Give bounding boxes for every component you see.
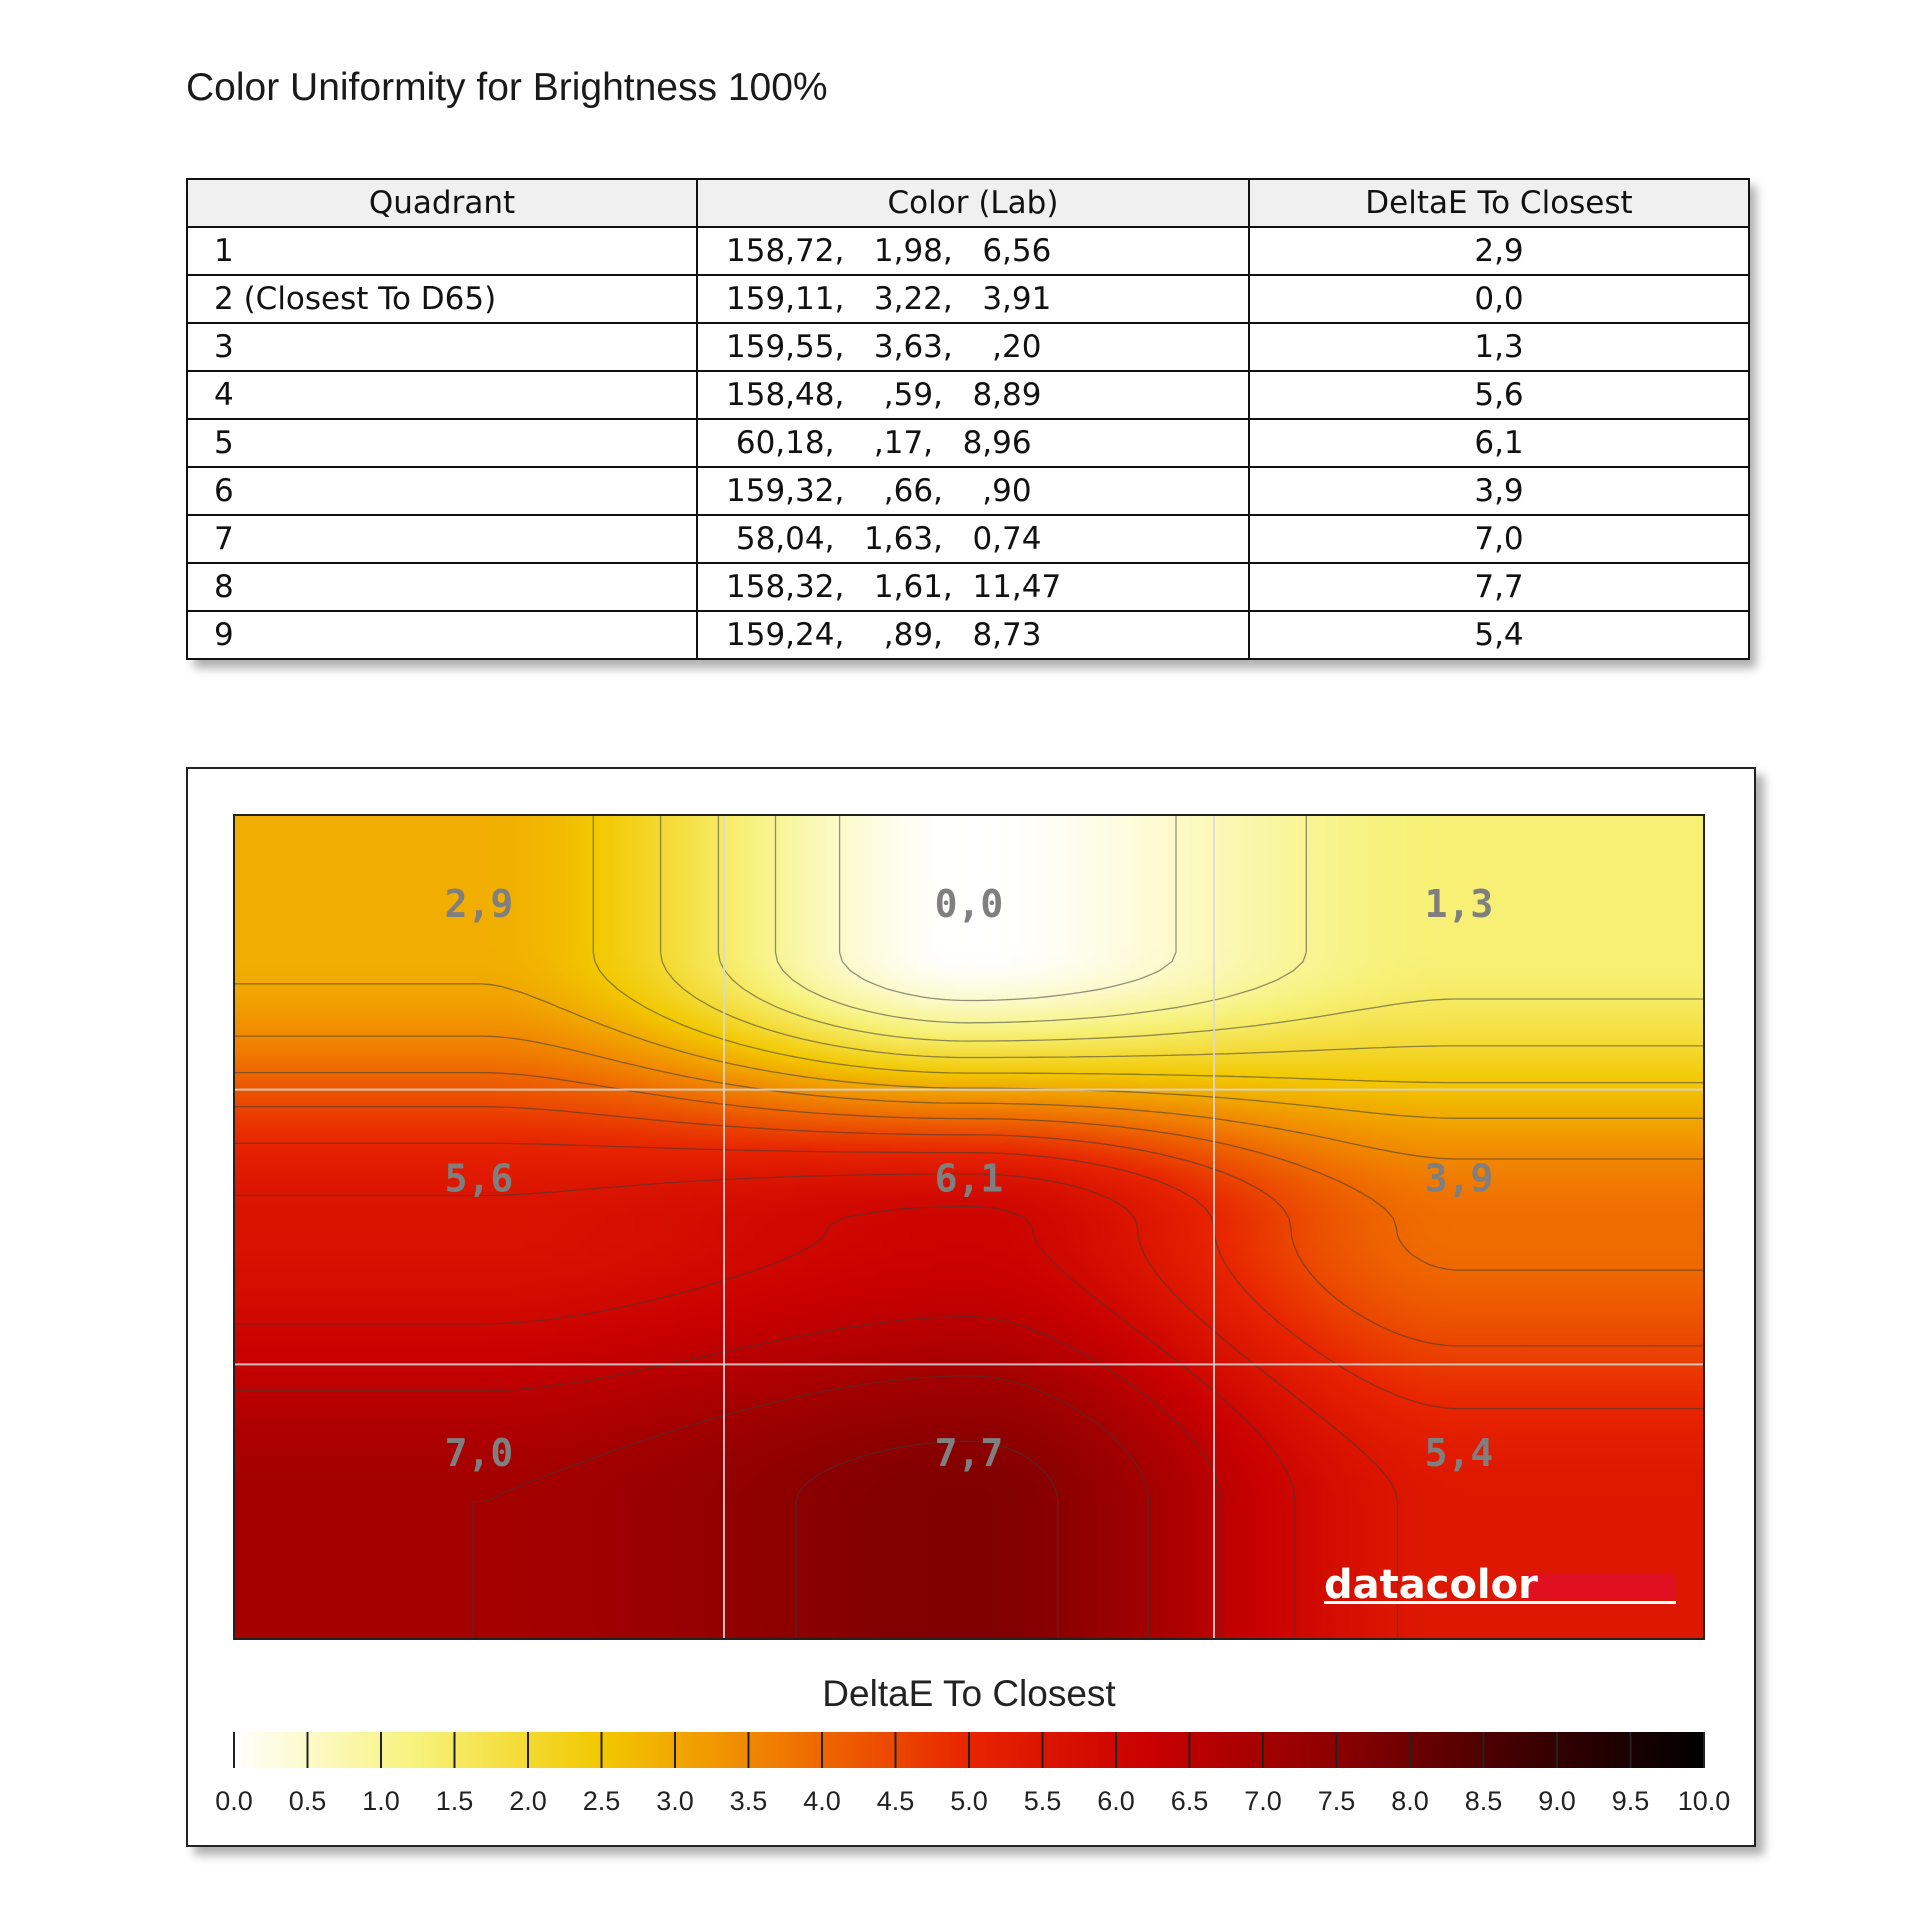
colorbar-tick-label: 1.0 (362, 1786, 400, 1816)
deltae-cell: 7,7 (1248, 562, 1750, 612)
deltae-cell: 2,9 (1248, 226, 1750, 276)
quadrant-cell: 8 (186, 562, 698, 612)
color-lab-cell: 58,04, 1,63, 0,74 (696, 514, 1250, 564)
colorbar-tick-label: 6.5 (1171, 1786, 1209, 1816)
color-lab-cell: 60,18, ,17, 8,96 (696, 418, 1250, 468)
quadrant-cell: 6 (186, 466, 698, 516)
heatmap-frame (233, 814, 1705, 1640)
color-lab-cell: 159,11, 3,22, 3,91 (696, 274, 1250, 324)
quadrant-cell: 1 (186, 226, 698, 276)
colorbar-tick-label: 6.0 (1097, 1786, 1135, 1816)
colorbar-tick-label: 1.5 (436, 1786, 474, 1816)
contour-level (592, 815, 1704, 1084)
quadrant-value-label: 3,9 (1425, 1157, 1494, 1201)
quadrant-value-label: 6,1 (935, 1157, 1004, 1201)
brand-logo-bar (1526, 1573, 1676, 1599)
colorbar-tick-label: 3.5 (730, 1786, 768, 1816)
contour-level (234, 1035, 1704, 1160)
deltae-cell: 1,3 (1248, 322, 1750, 372)
colorbar-tick-label: 2.0 (509, 1786, 547, 1816)
deltae-cell: 3,9 (1248, 466, 1750, 516)
quadrant-grid-lines (234, 815, 1704, 1639)
table-row: 3 159,55, 3,63, ,20 1,3 (186, 322, 1750, 372)
color-lab-cell: 158,72, 1,98, 6,56 (696, 226, 1250, 276)
contour-level (472, 1375, 1150, 1639)
column-header-color-lab: Color (Lab) (696, 178, 1250, 228)
quadrant-value-label: 5,4 (1425, 1431, 1494, 1475)
deltae-cell: 6,1 (1248, 418, 1750, 468)
quadrant-cell: 9 (186, 610, 698, 660)
quadrant-cell: 4 (186, 370, 698, 420)
quadrant-table: Quadrant Color (Lab) DeltaE To Closest 1… (186, 178, 1750, 660)
uniformity-heatmap-panel: 2,9 0,0 1,3 5,6 6,1 3,9 7,0 7,7 5,4 datacolor Delt… (186, 767, 1756, 1847)
contour-level (774, 815, 1307, 1024)
deltae-cell: 5,6 (1248, 370, 1750, 420)
colorbar-tick-label: 7.0 (1244, 1786, 1282, 1816)
colorbar-tick-label: 7.5 (1318, 1786, 1356, 1816)
heatmap-surface (234, 815, 1704, 1639)
contour-level (717, 815, 1704, 1042)
color-lab-cell: 158,48, ,59, 8,89 (696, 370, 1250, 420)
table-row: 8 158,32, 1,61, 11,47 7,7 (186, 562, 1750, 612)
quadrant-cell: 3 (186, 322, 698, 372)
colorbar-tick-label: 8.5 (1465, 1786, 1503, 1816)
quadrant-cell: 5 (186, 418, 698, 468)
table-row: 9 159,24, ,89, 8,73 5,4 (186, 610, 1750, 660)
column-header-quadrant: Quadrant (186, 178, 698, 228)
colorbar-tick-label: 10.0 (1678, 1786, 1731, 1816)
quadrant-table-container: Quadrant Color (Lab) DeltaE To Closest 1… (186, 178, 1750, 660)
table-row: 1 158,72, 1,98, 6,56 2,9 (186, 226, 1750, 276)
colorbar-tick-label: 8.0 (1391, 1786, 1429, 1816)
contour-level (234, 1142, 1704, 1410)
color-lab-cell: 159,24, ,89, 8,73 (696, 610, 1250, 660)
contour-level (234, 1071, 1704, 1271)
color-lab-cell: 159,32, ,66, ,90 (696, 466, 1250, 516)
table-row: 7 58,04, 1,63, 0,74 7,0 (186, 514, 1750, 564)
deltae-cell: 5,4 (1248, 610, 1750, 660)
brand-logo-underline (1324, 1601, 1676, 1604)
color-lab-cell: 158,32, 1,61, 11,47 (696, 562, 1250, 612)
colorbar-title: DeltaE To Closest (822, 1673, 1116, 1714)
quadrant-value-label: 2,9 (445, 882, 514, 926)
colorbar-tick-label: 0.5 (289, 1786, 327, 1816)
table-row: 5 60,18, ,17, 8,96 6,1 (186, 418, 1750, 468)
colorbar-tick-label: 3.0 (656, 1786, 694, 1816)
colorbar-tick-label: 9.5 (1612, 1786, 1650, 1816)
table-row: 2 (Closest To D65) 159,11, 3,22, 3,91 0,0 (186, 274, 1750, 324)
table-row: 4 158,48, ,59, 8,89 5,6 (186, 370, 1750, 420)
quadrant-value-label: 0,0 (935, 882, 1004, 926)
contour-level (234, 1205, 1296, 1639)
contour-level (838, 815, 1177, 1002)
quadrant-cell: 7 (186, 514, 698, 564)
quadrant-value-label: 5,6 (445, 1157, 514, 1201)
page-title: Color Uniformity for Brightness 100% (186, 66, 828, 109)
contour-level (234, 1173, 1399, 1639)
quadrant-value-label: 7,0 (445, 1431, 514, 1475)
table-header-row: Quadrant Color (Lab) DeltaE To Closest (186, 178, 1750, 228)
deltae-cell: 7,0 (1248, 514, 1750, 564)
uniformity-heatmap: 2,9 0,0 1,3 5,6 6,1 3,9 7,0 7,7 5,4 datacolor Delt… (215, 814, 1731, 1816)
column-header-deltae: DeltaE To Closest (1248, 178, 1750, 228)
colorbar-tick-label: 4.5 (877, 1786, 915, 1816)
colorbar-tick-label: 5.5 (1024, 1786, 1062, 1816)
table-row: 6 159,32, ,66, ,90 3,9 (186, 466, 1750, 516)
contour-level (795, 1440, 1059, 1639)
brand-logo-text: datacolor (1324, 1562, 1538, 1608)
contour-level (659, 815, 1704, 1059)
contour-lines (234, 815, 1704, 1639)
quadrant-cell: 2 (Closest To D65) (186, 274, 698, 324)
contour-level (234, 1106, 1704, 1347)
color-lab-cell: 159,55, 3,63, ,20 (696, 322, 1250, 372)
colorbar-tick-label: 0.0 (215, 1786, 253, 1816)
quadrant-value-label: 7,7 (935, 1431, 1004, 1475)
colorbar-tick-label: 2.5 (583, 1786, 621, 1816)
colorbar-tick-label: 4.0 (803, 1786, 841, 1816)
colorbar-tick-label: 5.0 (950, 1786, 988, 1816)
colorbar-tick-label: 9.0 (1538, 1786, 1576, 1816)
quadrant-value-label: 1,3 (1425, 882, 1494, 926)
colorbar-ticks (233, 1732, 1705, 1768)
deltae-cell: 0,0 (1248, 274, 1750, 324)
